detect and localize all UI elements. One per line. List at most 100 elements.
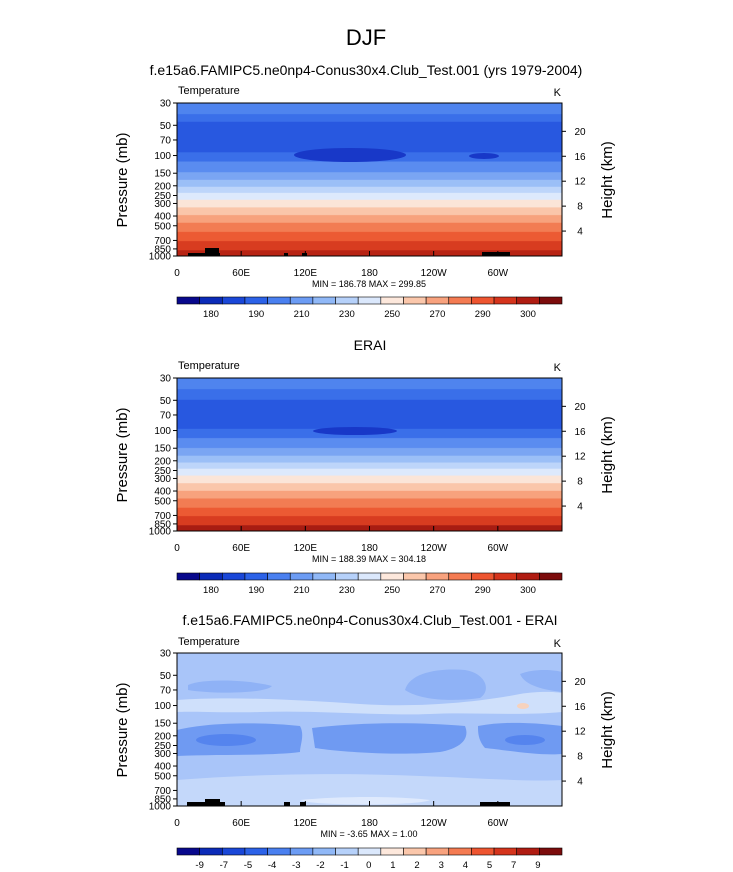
colorbar-label: 230 <box>339 309 355 320</box>
pressure-tick-label: 100 <box>154 426 171 437</box>
panel-model-ylabel-left: Pressure (mb) <box>114 132 131 227</box>
colorbar-swatch <box>425 296 450 305</box>
colorbar-label: 290 <box>475 585 491 596</box>
panel-model-topo-2 <box>205 248 219 256</box>
panel-obs-lon-axis: 0 60E 120E 180 120W 60W <box>174 526 509 554</box>
height-tick-label: 16 <box>574 152 586 163</box>
colorbar-swatch <box>425 847 450 856</box>
colorbar-swatch <box>516 296 540 305</box>
panel-diff-band-lower <box>177 774 562 806</box>
pressure-tick-label: 500 <box>154 221 171 232</box>
height-tick-label: 12 <box>574 727 586 738</box>
colorbar-swatch <box>221 572 246 581</box>
colorbar-label: -9 <box>195 860 203 871</box>
panel-diff-pospatch <box>517 703 529 709</box>
colorbar-label: 180 <box>203 309 219 320</box>
colorbar-swatch <box>380 296 404 305</box>
pressure-tick-label: 50 <box>160 121 172 132</box>
pressure-tick-label: 1000 <box>149 252 172 263</box>
height-tick-label: 16 <box>574 427 586 438</box>
lon-tick-label: 120W <box>421 543 448 554</box>
panel-model-cold-core <box>294 148 406 162</box>
panel-diff-units-label: K <box>554 638 562 650</box>
colorbar-swatch <box>471 572 495 581</box>
colorbar-label: 3 <box>439 860 444 871</box>
colorbar-swatch <box>199 296 223 305</box>
pressure-tick-label: 700 <box>154 511 171 522</box>
colorbar-swatch <box>471 296 495 305</box>
panel-model-ylabel-right: Height (km) <box>599 141 616 219</box>
pressure-tick-label: 70 <box>160 685 172 696</box>
colorbar-label: -3 <box>292 860 300 871</box>
panel-diff-variable-label: Temperature <box>178 636 240 648</box>
pressure-tick-label: 1000 <box>149 527 172 538</box>
pressure-tick-label: 500 <box>154 771 171 782</box>
colorbar-swatch <box>539 572 563 581</box>
colorbar-swatch <box>493 296 518 305</box>
colorbar-swatch <box>539 847 563 856</box>
colorbar-label: 9 <box>535 860 540 871</box>
panel-model-units-label: K <box>554 87 562 99</box>
lon-tick-label: 60E <box>232 543 250 554</box>
pressure-tick-label: 400 <box>154 762 171 773</box>
panel-diff-topo-2 <box>205 799 220 806</box>
colorbar-swatch <box>357 296 382 305</box>
panel-obs-cold-core <box>313 427 397 435</box>
pressure-tick-label: 250 <box>154 741 171 752</box>
pressure-tick-label: 150 <box>154 169 171 180</box>
pressure-tick-label: 100 <box>154 151 171 162</box>
colorbar-label: 180 <box>203 585 219 596</box>
colorbar-swatch <box>448 296 472 305</box>
colorbar-swatch <box>244 847 268 856</box>
pressure-tick-label: 150 <box>154 719 171 730</box>
pressure-tick-label: 400 <box>154 212 171 223</box>
panel-diff-negpatch-2 <box>405 669 486 700</box>
panel-diff-lon-axis: 0 60E 120E 180 120W 60W <box>174 801 509 829</box>
lon-tick-label: 60W <box>488 543 509 554</box>
pressure-tick-label: 100 <box>154 701 171 712</box>
panel-diff-negpatch-1 <box>188 680 272 693</box>
pressure-tick-label: 400 <box>154 487 171 498</box>
lon-tick-label: 120W <box>421 268 448 279</box>
lon-tick-label: 60W <box>488 268 509 279</box>
colorbar-swatch <box>267 296 291 305</box>
height-tick-label: 16 <box>574 702 586 713</box>
colorbar-swatch <box>289 572 314 581</box>
panel-obs-colorbar: 180 190 210 230 250 270 290 300 <box>176 572 563 596</box>
colorbar-label: 5 <box>487 860 492 871</box>
colorbar-swatch <box>267 847 291 856</box>
pressure-tick-label: 300 <box>154 199 171 210</box>
panel-model-stats: MIN = 186.78 MAX = 299.85 <box>312 279 426 289</box>
colorbar-label: 250 <box>384 585 400 596</box>
colorbar-swatch <box>403 847 427 856</box>
colorbar-swatch <box>312 572 336 581</box>
colorbar-label: -4 <box>268 860 276 871</box>
panel-obs-height-axis: 20 16 12 8 4 <box>562 402 586 513</box>
colorbar-label: -5 <box>244 860 252 871</box>
colorbar-label: 210 <box>294 309 310 320</box>
lon-tick-label: 0 <box>174 268 180 279</box>
figure-title: DJF <box>346 25 386 50</box>
colorbar-label: -7 <box>220 860 228 871</box>
panel-diff-negcore-1 <box>196 734 256 746</box>
panel-obs: ERAI Temperature K 305070100150200250300… <box>114 337 616 596</box>
lon-tick-label: 120E <box>294 818 318 829</box>
panel-model: f.e15a6.FAMIPC5.ne0np4-Conus30x4.Club_Te… <box>114 62 616 320</box>
colorbar-label: -1 <box>340 860 348 871</box>
colorbar-swatch <box>335 572 359 581</box>
height-tick-label: 20 <box>574 677 586 688</box>
panel-diff-colorbar: -9 -7 -5 -4 -3 -2 -1 0 1 2 3 4 5 7 9 <box>176 847 563 871</box>
colorbar-swatch <box>539 296 563 305</box>
colorbar-swatch <box>403 572 427 581</box>
colorbar-swatch <box>448 847 472 856</box>
pressure-tick-label: 30 <box>160 649 172 660</box>
pressure-tick-label: 200 <box>154 181 171 192</box>
colorbar-label: 0 <box>366 860 371 871</box>
colorbar-label: 7 <box>511 860 516 871</box>
panel-model-colorbar: 180 190 210 230 250 270 290 300 <box>176 296 563 320</box>
pressure-tick-label: 300 <box>154 474 171 485</box>
pressure-tick-label: 30 <box>160 374 172 385</box>
colorbar-label: 270 <box>430 309 446 320</box>
